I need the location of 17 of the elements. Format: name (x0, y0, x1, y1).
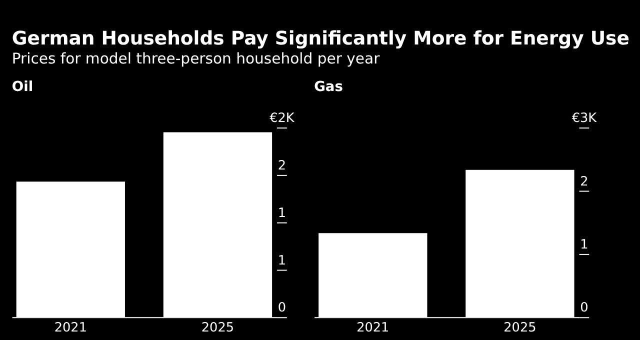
x-tick-label: 2025 (201, 320, 234, 336)
text: German Households Pay Significantly More for Energy Use (12, 28, 630, 50)
y-tick-label: 2 (278, 158, 286, 174)
x-tick-label: 2025 (504, 320, 536, 336)
x-tick-label: 2021 (54, 320, 87, 336)
y-tick-label: 0 (580, 300, 588, 316)
y-tick-label: 2 (580, 174, 588, 190)
chart-subtitle: Prices for model three-person household per year (12, 50, 381, 68)
y-tick-label: 1 (580, 238, 588, 253)
text: Gas (314, 78, 343, 95)
y-tick-label: €2K (270, 111, 295, 126)
x-tick-label: 2021 (356, 320, 390, 336)
y-tick-label: 1 (278, 253, 286, 268)
text: Oil (12, 78, 34, 95)
y-tick-label: 1 (278, 206, 286, 221)
y-tick-label: 0 (278, 300, 286, 316)
y-tick-label: €3K (572, 111, 598, 126)
